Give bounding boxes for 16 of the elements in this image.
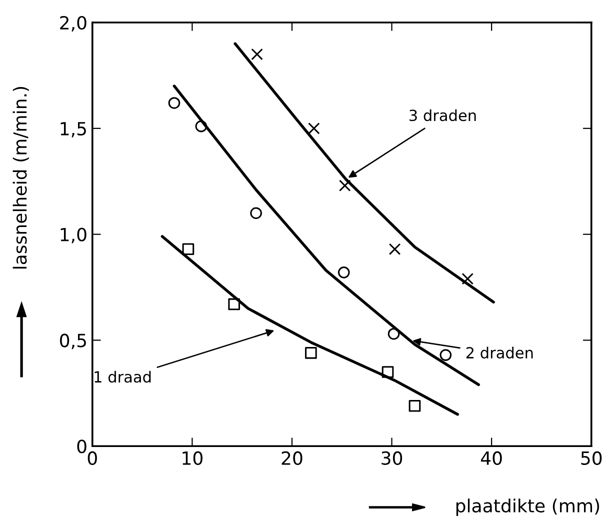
y-axis-title: lassnelheid (m/min.) [12,86,29,269]
x-tick-label: 40 [480,451,502,465]
x-tick-label: 20 [282,451,302,465]
y-tick-label: 0 [77,440,86,454]
annotation: 3 draden [410,109,476,122]
x-axis-title: plaatdikte (mm) [456,498,600,516]
x-tick-label: 10 [182,451,202,465]
y-tick-label: 1,5 [60,122,86,138]
annotation: 1 draad [94,370,151,383]
x-tick-label: 0 [88,451,97,465]
x-tick-label: 30 [382,451,402,465]
y-tick-label: 1,0 [60,228,86,244]
y-tick-label: 2,0 [60,16,86,32]
annotation: 2 draden [466,346,533,359]
x-tick-label: 50 [581,451,602,465]
y-tick-label: 0,5 [60,334,86,350]
